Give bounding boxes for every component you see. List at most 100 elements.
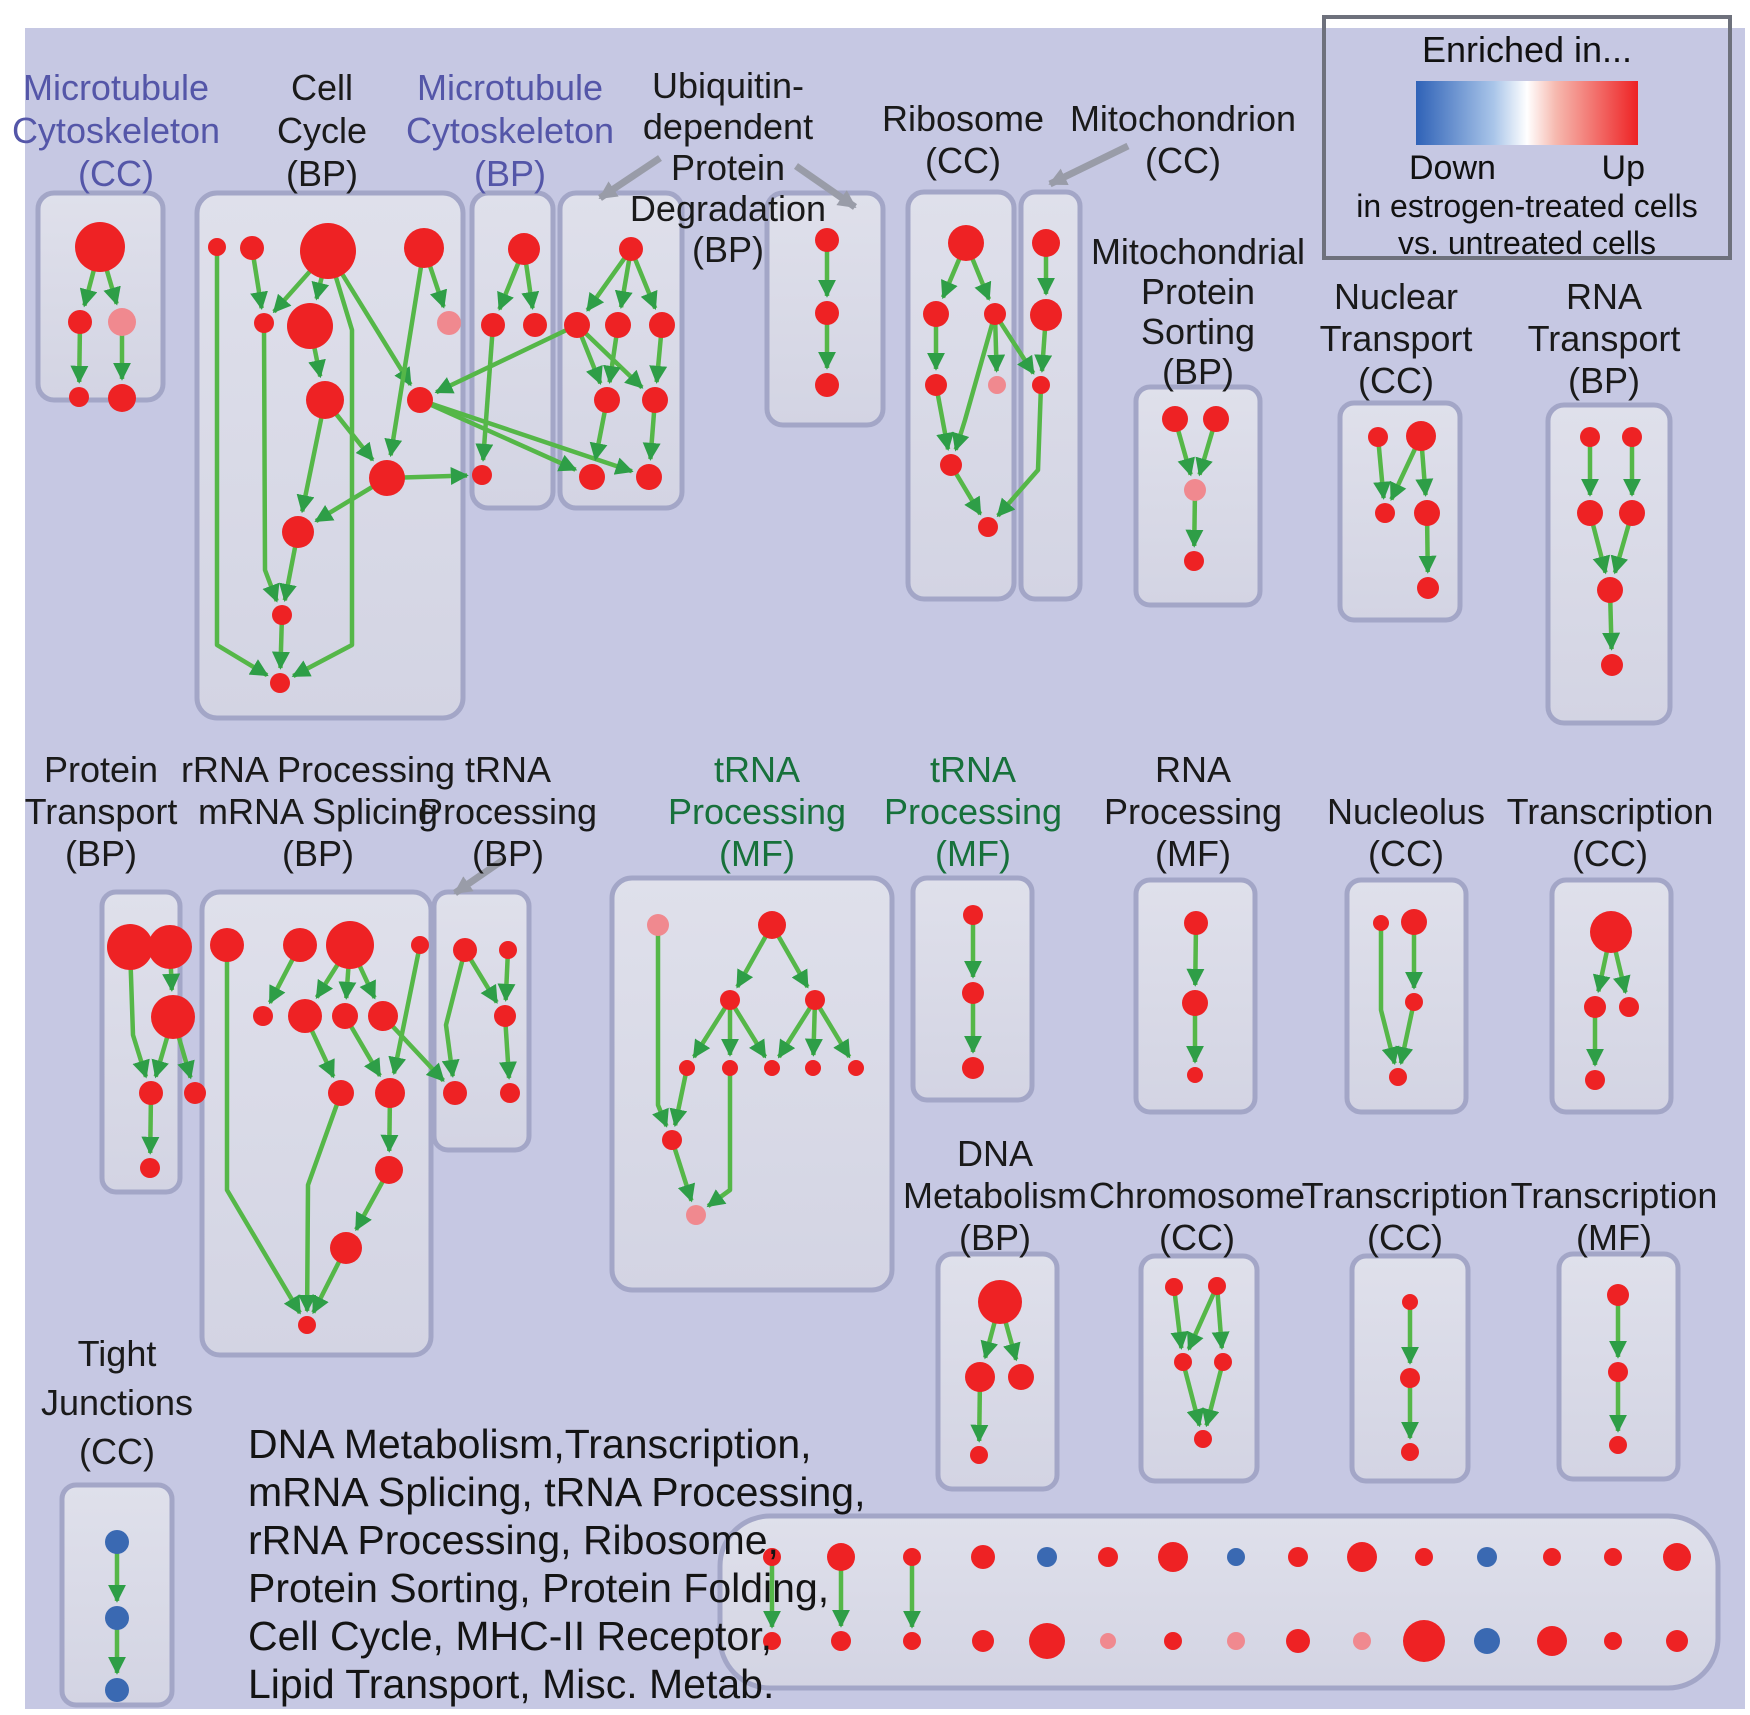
- node-h4: [1194, 1430, 1212, 1448]
- node-mx7b: [1227, 1632, 1245, 1650]
- edge-g2-g6: [338, 966, 357, 1000]
- node-umc: [605, 312, 631, 338]
- edge-h1-h3: [1211, 1292, 1230, 1350]
- cluster-label-chromosome: Chromosome (CC): [1089, 1175, 1305, 1258]
- cluster-box-chromosome: [1138, 1253, 1260, 1484]
- edge-c4-c11: [261, 330, 280, 603]
- node-mb2: [523, 313, 547, 337]
- cluster-label-nuclear-transport: Nuclear Transport (CC): [1320, 276, 1473, 401]
- node-d0: [978, 1280, 1022, 1324]
- node-pt4: [184, 1082, 206, 1104]
- node-v5: [722, 1060, 738, 1076]
- edge-mb0-mb1: [497, 261, 521, 311]
- cluster-label-rna-transport: RNA Transport (BP): [1528, 276, 1681, 401]
- legend-down-label: Down: [1409, 149, 1496, 187]
- node-g8: [328, 1080, 354, 1106]
- node-x2: [1187, 1067, 1203, 1083]
- edge-g11-g12: [311, 1259, 342, 1315]
- legend: Enriched in... Down Up in estrogen-treat…: [1322, 15, 1732, 261]
- edge-ub0-uml: [585, 255, 628, 312]
- node-p3: [1184, 551, 1204, 571]
- node-c3: [404, 228, 444, 268]
- cluster-label-mito-protein-sorting: Mitochondrial Protein Sorting (BP): [1091, 231, 1305, 392]
- edge-m0-m2: [103, 268, 121, 306]
- node-g11: [330, 1232, 362, 1264]
- cluster-label-protein-transport: Protein Transport (BP): [25, 749, 178, 874]
- node-q3: [1414, 500, 1440, 526]
- node-u2: [494, 1005, 516, 1027]
- edge-p0-p2: [1175, 428, 1195, 477]
- legend-title: Enriched in...: [1421, 29, 1633, 70]
- node-ubl: [579, 464, 605, 490]
- node-v10: [686, 1205, 706, 1225]
- node-mx1b: [831, 1631, 851, 1651]
- edge-g6-g9: [348, 1024, 382, 1078]
- node-mx6t: [1158, 1542, 1188, 1572]
- node-mb3: [472, 465, 492, 485]
- edge-c1-c4: [250, 257, 268, 310]
- edge-pt2-pt4: [176, 1035, 195, 1080]
- node-t2: [1032, 376, 1050, 394]
- node-h0: [1165, 1278, 1183, 1296]
- node-pt1: [148, 925, 192, 969]
- node-mx4t: [1037, 1547, 1057, 1567]
- node-mx12t: [1543, 1548, 1561, 1566]
- node-j2: [1401, 1443, 1419, 1461]
- edge-c2-c4: [272, 268, 313, 314]
- node-b51: [815, 301, 839, 325]
- cluster-box-trna_mf1: [609, 875, 895, 1293]
- node-v4: [679, 1060, 695, 1076]
- misc-clusters-line: DNA Metabolism,Transcription,: [248, 1421, 812, 1467]
- misc-clusters-line: Lipid Transport, Misc. Metab.: [248, 1661, 775, 1707]
- edge-v3-v8: [817, 1005, 852, 1059]
- edge-r3-r5: [935, 393, 954, 452]
- node-x1: [1182, 990, 1208, 1016]
- edge-s2-s4: [1590, 523, 1611, 575]
- edge-mb0-mb2: [521, 262, 540, 310]
- node-z1: [1584, 996, 1606, 1018]
- node-mx10t: [1415, 1548, 1433, 1566]
- edge-pt2-pt3: [151, 1035, 170, 1079]
- node-t0: [1032, 229, 1060, 257]
- edge-q1-q3: [1415, 448, 1434, 497]
- node-z2: [1619, 997, 1639, 1017]
- edge-v9-v10: [672, 1146, 696, 1203]
- node-mx11t: [1477, 1547, 1497, 1567]
- node-q0: [1368, 427, 1388, 447]
- node-g5: [288, 999, 322, 1033]
- edge-d0-d1: [980, 1320, 999, 1360]
- node-ulr: [642, 387, 668, 413]
- edge-g1-g4: [267, 957, 296, 1005]
- cluster-box-dna_met: [935, 1251, 1060, 1492]
- node-mx12b: [1537, 1626, 1567, 1656]
- cluster-label-transcription-cc-mid: Transcription (CC): [1507, 791, 1714, 874]
- node-m4: [108, 384, 136, 412]
- edge-r0-r1: [940, 256, 962, 300]
- node-m0: [75, 222, 125, 272]
- cluster-box-nuc_tr: [1337, 400, 1463, 623]
- node-h1: [1208, 1277, 1226, 1295]
- node-ull: [594, 387, 620, 413]
- cluster-label-cell-cycle: Cell Cycle (BP): [277, 67, 367, 194]
- node-mx2b: [903, 1632, 921, 1650]
- label-pointer-arrow-0: [598, 155, 662, 201]
- node-mx4b: [1029, 1623, 1065, 1659]
- cluster-label-dna-metabolism: DNA Metabolism (BP): [903, 1133, 1087, 1258]
- node-q2: [1375, 503, 1395, 523]
- edge-g2-g5: [314, 962, 341, 999]
- cluster-box-ubq: [557, 190, 685, 511]
- node-g4: [253, 1006, 273, 1026]
- node-r6: [978, 517, 998, 537]
- misc-clusters-line: Cell Cycle, MHC-II Receptor,: [248, 1613, 773, 1659]
- node-k1: [1608, 1362, 1628, 1382]
- node-mx2t: [903, 1548, 921, 1566]
- edge-g2-g7: [357, 964, 377, 1000]
- node-umr: [649, 312, 675, 338]
- node-h2: [1174, 1353, 1192, 1371]
- edge-r2-r4: [987, 322, 1006, 373]
- misc-clusters-line: mRNA Splicing, tRNA Processing,: [248, 1469, 866, 1515]
- cluster-label-trna-bp: tRNA Processing (BP): [419, 749, 597, 874]
- node-m2: [108, 308, 136, 336]
- node-u1: [499, 941, 517, 959]
- node-v8: [848, 1060, 864, 1076]
